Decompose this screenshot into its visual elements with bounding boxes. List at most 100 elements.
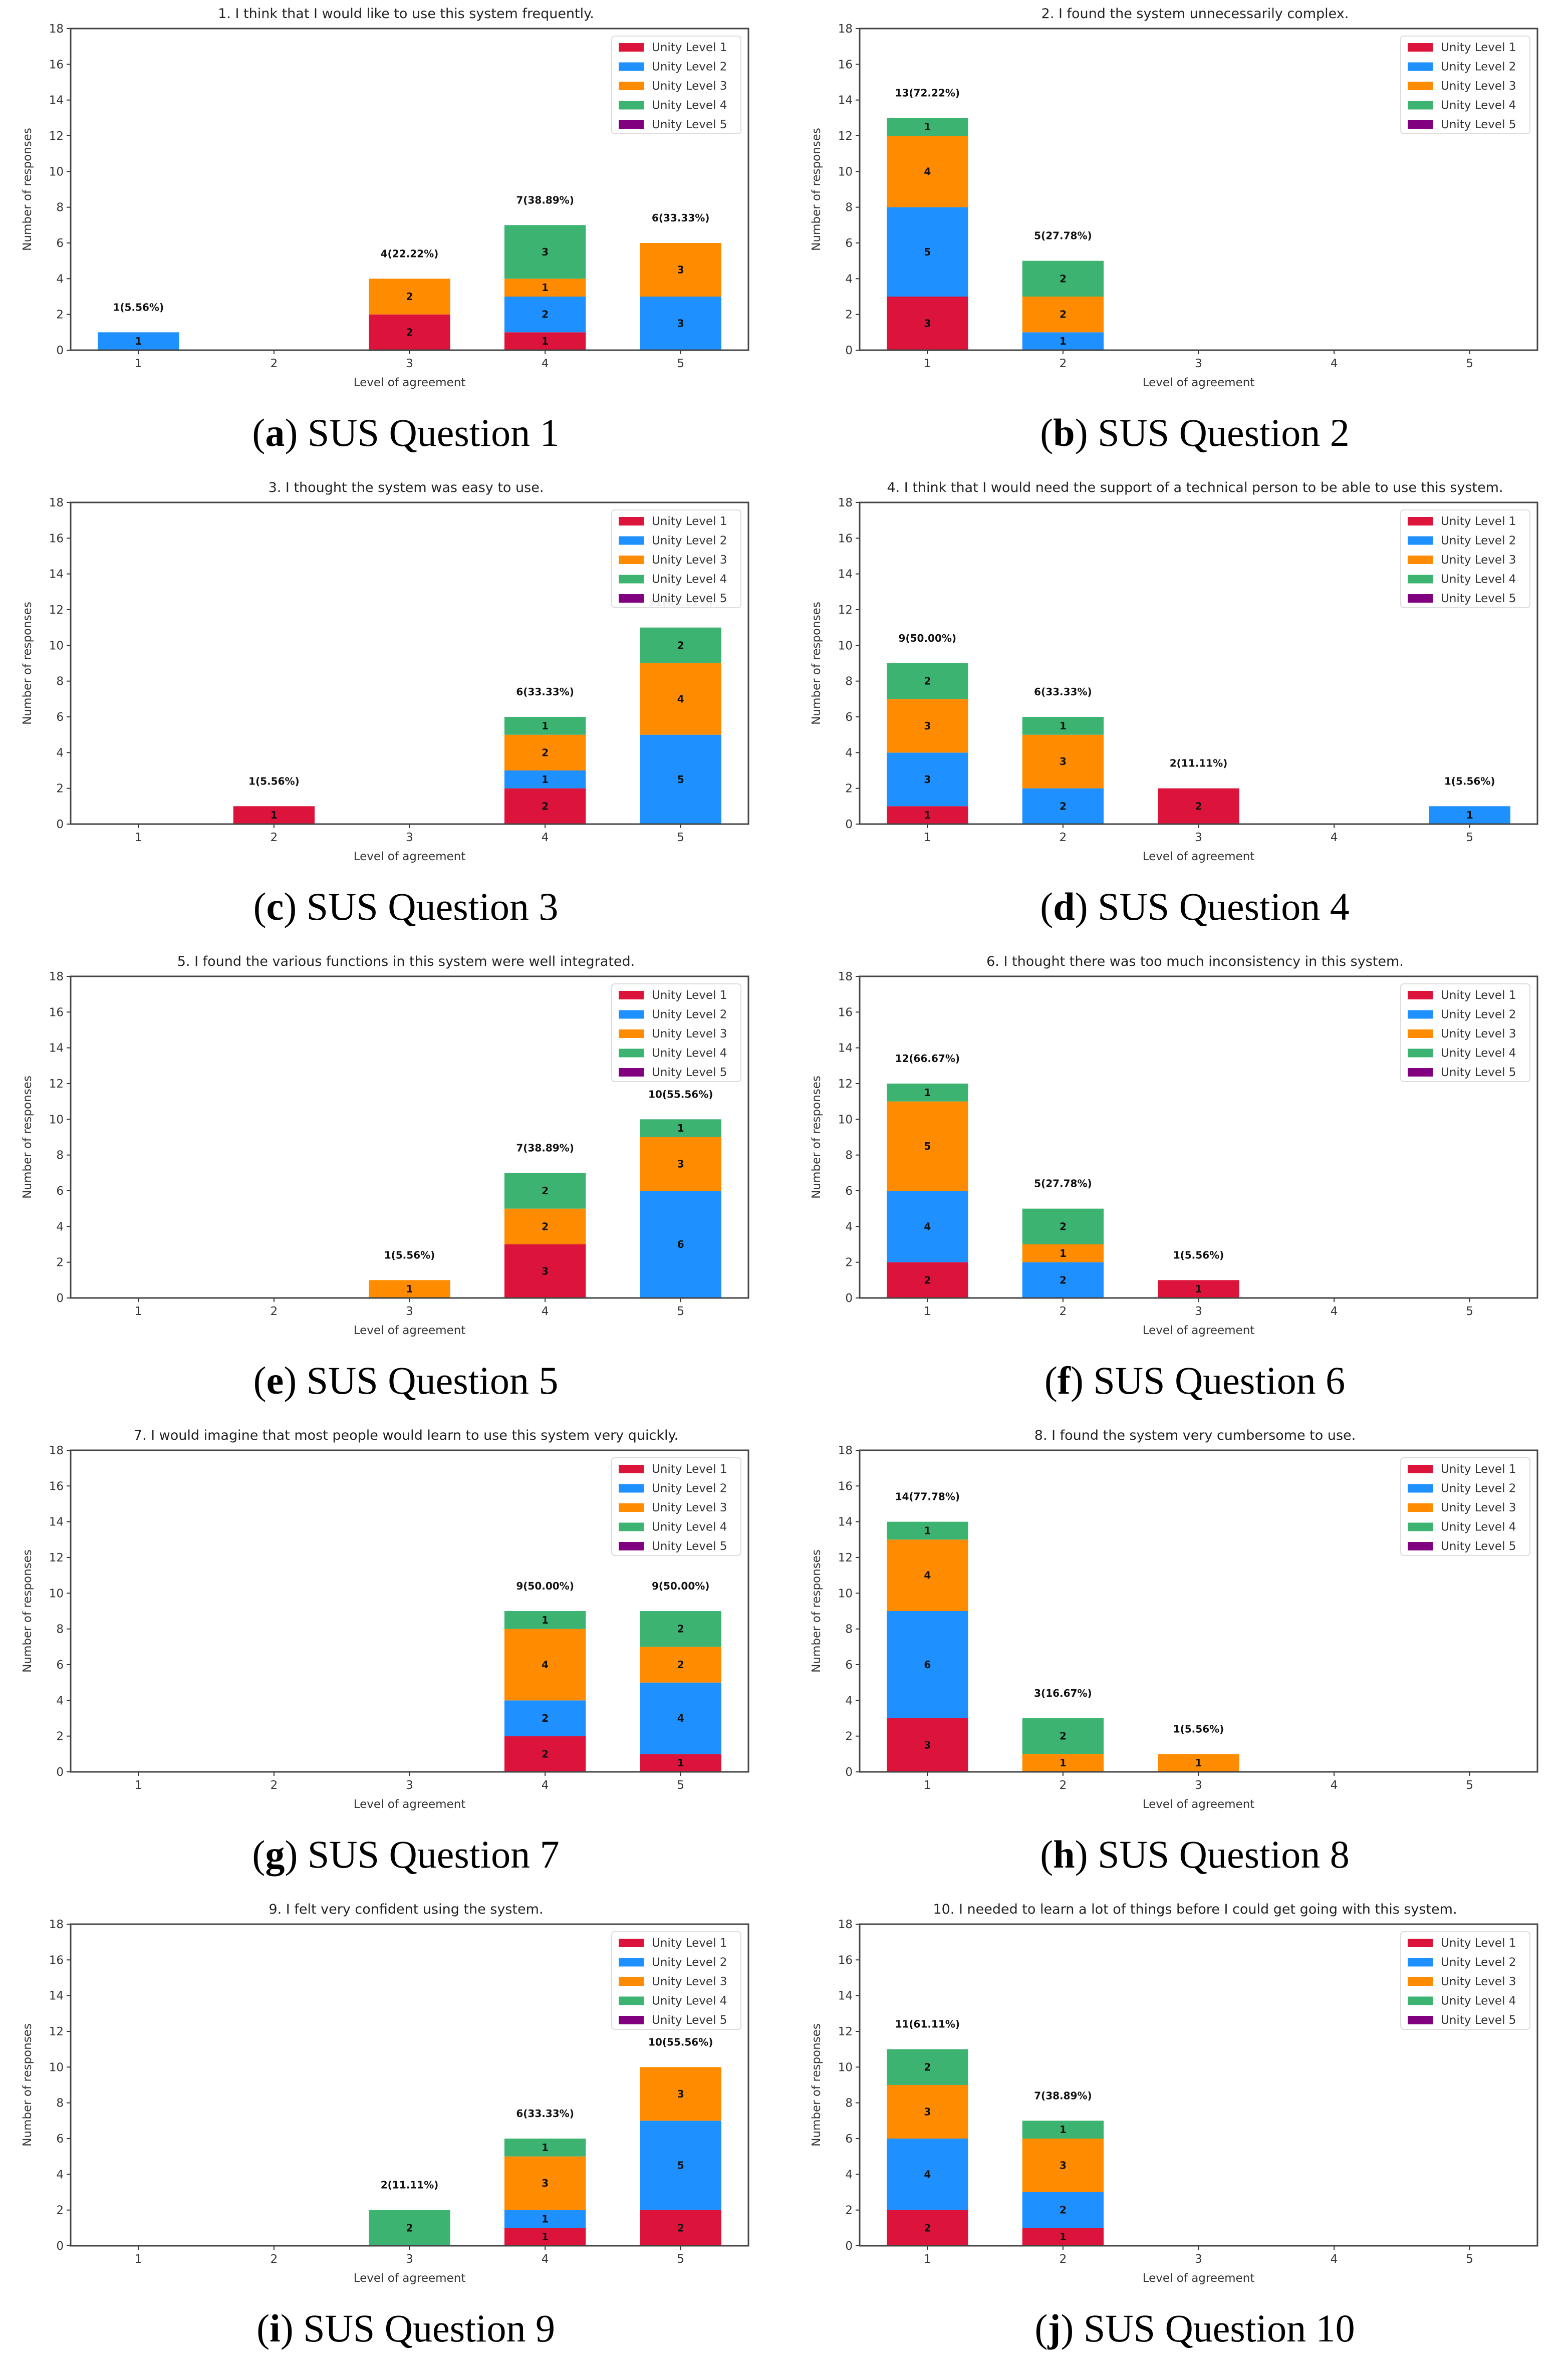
total-label: 10(55.56%)	[648, 2036, 713, 2048]
legend: Unity Level 1 Unity Level 2 Unity Level 3 U…	[611, 36, 741, 134]
caption-letter: a	[265, 411, 285, 454]
segment-value-label: 1	[542, 720, 549, 732]
legend-label: Unity Level 1	[1441, 1937, 1516, 1950]
bar-segment-level-3-x5	[640, 663, 721, 735]
y-tick-label: 14	[49, 1990, 64, 2003]
legend-label: Unity Level 4	[652, 99, 727, 112]
legend: Unity Level 1 Unity Level 2 Unity Level 3 U…	[1400, 983, 1530, 1082]
total-label: 7(38.89%)	[1034, 2089, 1092, 2101]
x-tick-label: 4	[1331, 831, 1338, 844]
legend-label: Unity Level 5	[1441, 1540, 1516, 1553]
bar-segment-level-4-x2	[1022, 1718, 1104, 1754]
y-tick-label: 16	[49, 1480, 64, 1493]
bar-segment-level-3-x5	[640, 1647, 721, 1683]
legend-label: Unity Level 1	[1441, 515, 1516, 528]
y-tick-label: 4	[845, 2168, 853, 2181]
caption-open-paren: (	[256, 2306, 270, 2350]
segment-value-label: 2	[542, 309, 549, 321]
caption-text: SUS Question 4	[1098, 885, 1350, 928]
caption-open-paren: (	[1040, 1832, 1053, 1876]
axes-frame	[859, 975, 1538, 1299]
y-tick-label: 4	[56, 273, 64, 286]
legend-swatch-level-5	[1408, 1542, 1433, 1550]
total-label: 12(66.67%)	[895, 1053, 960, 1065]
y-tick-label: 16	[838, 58, 853, 71]
legend-label: Unity Level 2	[652, 535, 727, 548]
total-label: 5(27.78%)	[1034, 1178, 1092, 1190]
total-label: 9(50.00%)	[899, 632, 957, 644]
legend-box	[611, 36, 741, 134]
legend-label: Unity Level 1	[1441, 41, 1516, 54]
bar-segment-level-1-x1	[887, 297, 968, 350]
bar-segment-level-1-x1	[887, 2210, 968, 2246]
chart-panel-e: 5. I found the various functions in this…	[21, 954, 749, 1402]
y-tick-label: 6	[845, 1659, 853, 1672]
y-tick-label: 18	[49, 23, 64, 36]
x-tick-label: 4	[1331, 1305, 1338, 1318]
bar-segment-level-1-x3	[1158, 788, 1239, 824]
bar-segment-level-3-x2	[1022, 1754, 1104, 1772]
legend-swatch-level-4	[619, 1048, 644, 1058]
legend-swatch-level-5	[1408, 594, 1433, 603]
legend-label: Unity Level 5	[652, 118, 727, 131]
chart-panel-i: 9. I felt very confident using the syste…	[21, 1902, 749, 2350]
y-tick-label: 6	[56, 237, 64, 250]
y-tick-label: 18	[838, 496, 853, 509]
bar-segment-level-3-x1	[887, 1101, 968, 1191]
y-tick-label: 4	[56, 1694, 64, 1707]
legend-label: Unity Level 3	[652, 1501, 727, 1514]
y-tick-label: 0	[56, 1292, 64, 1305]
segment-value-label: 5	[924, 1140, 931, 1152]
bar-segment-level-3-x2	[1022, 2139, 1104, 2192]
y-tick-label: 14	[838, 1042, 853, 1055]
legend-swatch-level-4	[619, 1522, 644, 1531]
chart-panel-f: 6. I thought there was too much inconsis…	[810, 954, 1538, 1402]
x-tick-label: 3	[1195, 831, 1202, 844]
bar-segment-level-3-x1	[887, 699, 968, 753]
y-tick-label: 12	[49, 2025, 64, 2038]
caption-close-paren: )	[1075, 885, 1098, 928]
legend-swatch-level-5	[1408, 120, 1433, 129]
axes-frame	[70, 501, 749, 825]
legend-swatch-level-3	[1408, 1977, 1433, 1986]
segment-value-label: 2	[677, 1623, 684, 1635]
legend-swatch-level-2	[619, 1010, 644, 1019]
caption-text: SUS Question 10	[1084, 2306, 1355, 2350]
segment-value-label: 1	[542, 282, 549, 294]
legend-label: Unity Level 3	[1441, 80, 1516, 93]
segment-value-label: 3	[924, 2106, 931, 2118]
x-tick-label: 3	[406, 831, 413, 844]
x-tick-label: 2	[271, 831, 278, 844]
legend-swatch-level-5	[619, 594, 644, 603]
segment-value-label: 1	[924, 1525, 931, 1537]
caption-letter: j	[1047, 2306, 1061, 2350]
x-tick-label: 1	[924, 831, 931, 844]
y-tick-label: 14	[49, 1516, 64, 1529]
legend-label: Unity Level 4	[652, 1995, 727, 2008]
total-label: 9(50.00%)	[652, 1580, 710, 1592]
x-tick-label: 1	[924, 2253, 931, 2266]
segment-value-label: 2	[1060, 800, 1067, 812]
chart-title: 3. I thought the system was easy to use.	[269, 480, 544, 495]
x-axis-label: Level of agreement	[354, 1324, 466, 1337]
bar-segment-level-4-x1	[887, 118, 968, 136]
y-tick-label: 14	[838, 1990, 853, 2003]
x-tick-label: 4	[1331, 1779, 1338, 1792]
bar-segment-level-3-x4	[504, 1208, 586, 1244]
y-tick-label: 16	[838, 1480, 853, 1493]
y-tick-label: 10	[838, 165, 853, 178]
bar-segment-level-2-x1	[887, 1611, 968, 1718]
legend-swatch-level-3	[1408, 1029, 1433, 1038]
y-tick-label: 8	[56, 2097, 64, 2110]
segment-value-label: 2	[677, 1659, 684, 1671]
y-axis-label: Number of responses	[810, 602, 823, 725]
y-tick-label: 16	[838, 1954, 853, 1967]
x-tick-label: 1	[135, 1779, 142, 1792]
chart-panel-c: 3. I thought the system was easy to use.…	[21, 480, 749, 928]
x-tick-label: 1	[135, 2253, 142, 2266]
figure-caption: (b) SUS Question 2	[1040, 411, 1350, 454]
bar-segment-level-1-x5	[640, 2210, 721, 2246]
chart-title: 5. I found the various functions in this…	[177, 954, 635, 969]
figure-caption: (a) SUS Question 1	[252, 411, 559, 454]
bar-segment-level-4-x5	[640, 1611, 721, 1647]
